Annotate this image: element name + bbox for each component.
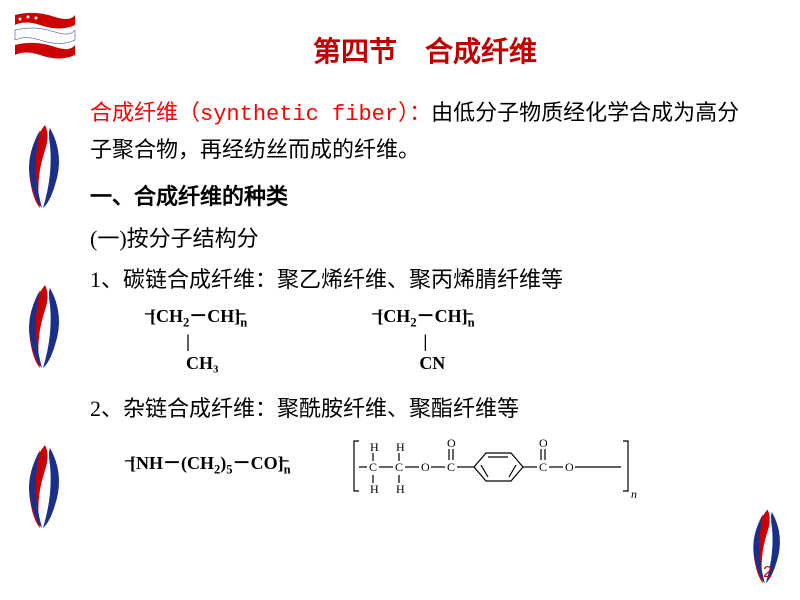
svg-text:C: C (369, 460, 377, 474)
svg-text:C: C (395, 460, 403, 474)
formula-polyester: n C H H C H H O C O (351, 433, 641, 503)
feather-decoration-2 (15, 280, 75, 370)
subsection-heading: (一)按分子结构分 (90, 221, 760, 253)
feather-decoration-3 (15, 440, 75, 530)
svg-text:C: C (447, 460, 455, 474)
svg-text:H: H (396, 482, 405, 496)
list-item-2: 2、杂链合成纤维：聚酰胺纤维、聚酯纤维等 (90, 392, 760, 425)
section-heading: 一、合成纤维的种类 (90, 179, 760, 211)
term-english: （synthetic fiber） (178, 102, 409, 127)
term-colon: ： (409, 100, 431, 125)
formula-polyacrylonitrile: –[CH2－CH]–n | CN (377, 306, 474, 374)
list-item-1: 1、碳链合成纤维：聚乙烯纤维、聚丙烯腈纤维等 (90, 263, 760, 296)
svg-text:O: O (539, 436, 548, 450)
svg-text:C: C (539, 460, 547, 474)
svg-text:O: O (447, 436, 456, 450)
svg-text:H: H (370, 440, 379, 454)
svg-text:n: n (631, 487, 637, 501)
svg-text:H: H (396, 440, 405, 454)
flag-decoration (10, 5, 80, 65)
feather-decoration-1 (15, 120, 75, 210)
svg-text:O: O (565, 460, 574, 474)
definition-text: 合成纤维（synthetic fiber）：由低分子物质经化学合成为高分子聚合物… (90, 95, 760, 167)
svg-text:H: H (370, 482, 379, 496)
formula-row-1: –[CH2－CH]–n | CH₃ –[CH2－CH]–n | CN (150, 306, 760, 374)
formula-row-2: –[NH－(CH2)5－CO]–n n C H H C H H (130, 433, 760, 503)
svg-text:O: O (421, 460, 430, 474)
page-number: 2 (763, 564, 772, 582)
term: 合成纤维 (90, 100, 178, 125)
formula-polyethylene: –[CH2－CH]–n | CH₃ (150, 306, 247, 374)
slide-title: 第四节 合成纤维 (90, 30, 760, 70)
formula-polyamide: –[NH－(CH2)5－CO]–n (130, 453, 291, 478)
